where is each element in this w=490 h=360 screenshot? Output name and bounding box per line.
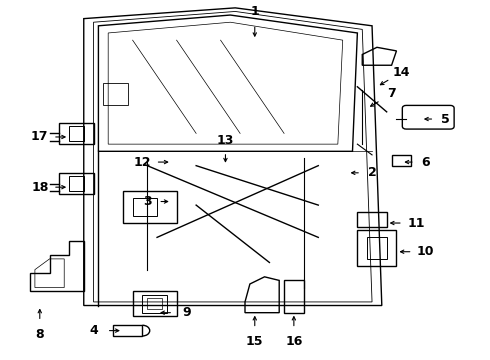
Text: 7: 7 (387, 87, 396, 100)
Text: 10: 10 (417, 245, 435, 258)
Bar (147, 298, 162, 309)
Bar (284, 280, 304, 313)
Text: 16: 16 (285, 335, 302, 348)
Bar (69, 126, 84, 140)
Text: 1: 1 (250, 5, 259, 18)
Text: 17: 17 (31, 130, 49, 144)
Text: 2: 2 (368, 166, 376, 179)
Text: 8: 8 (35, 328, 44, 341)
Text: 15: 15 (246, 335, 264, 348)
Text: 6: 6 (421, 156, 430, 168)
Bar (357, 230, 396, 266)
Text: 9: 9 (182, 306, 191, 319)
Text: 18: 18 (31, 181, 49, 194)
Bar (357, 212, 387, 226)
Bar (69, 176, 84, 191)
Text: 13: 13 (217, 134, 234, 147)
Bar (392, 155, 411, 166)
Text: 4: 4 (89, 324, 98, 337)
Bar (133, 291, 176, 316)
Text: 12: 12 (134, 156, 151, 168)
Text: 5: 5 (441, 113, 450, 126)
Bar (123, 191, 176, 223)
Bar (103, 83, 128, 105)
Text: 3: 3 (143, 195, 151, 208)
Text: 14: 14 (392, 66, 410, 79)
Bar (59, 173, 94, 194)
Text: 11: 11 (407, 216, 425, 230)
Bar (367, 237, 387, 259)
Bar (59, 123, 94, 144)
Bar (133, 198, 157, 216)
Bar (113, 325, 143, 336)
Bar (143, 295, 167, 313)
